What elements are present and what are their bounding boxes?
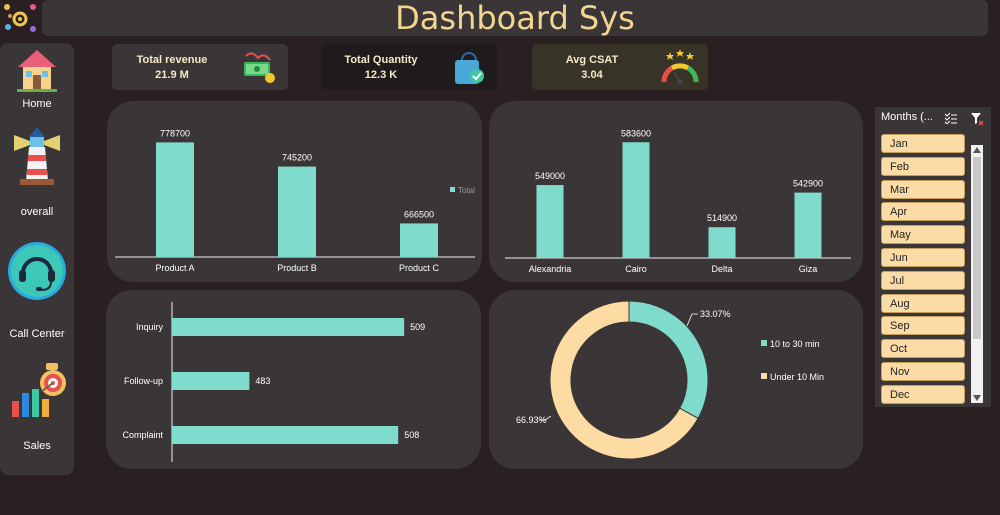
kpi-avg-csat: Avg CSAT 3.04 bbox=[532, 44, 708, 90]
call-reason-bar-chart: 509 Inquiry 483 Follow-up 508 Complaint bbox=[122, 302, 425, 462]
house-icon bbox=[17, 50, 57, 92]
data-label: 666500 bbox=[404, 209, 434, 219]
legend-swatch bbox=[761, 373, 767, 379]
nav-overall-label: overall bbox=[20, 206, 54, 218]
data-label: 583600 bbox=[621, 128, 651, 138]
leader-line bbox=[539, 415, 552, 421]
bar bbox=[400, 223, 438, 257]
x-tick-label: Product C bbox=[399, 263, 440, 273]
x-tick-label: Giza bbox=[799, 264, 818, 274]
kpi-label: Total Quantity bbox=[344, 54, 418, 66]
slicer-item-nov[interactable]: Nov bbox=[881, 362, 965, 381]
slicer-title: Months (... bbox=[881, 111, 933, 123]
scrollbar-thumb[interactable] bbox=[973, 157, 981, 339]
slicer-item-aug[interactable]: Aug bbox=[881, 293, 965, 313]
bar bbox=[708, 227, 736, 258]
donut-slice bbox=[549, 300, 699, 460]
legend-swatch bbox=[450, 187, 455, 192]
sidebar-nav: Home overall Call Center bbox=[0, 43, 74, 475]
slicer-item-jul[interactable]: Jul bbox=[881, 270, 965, 290]
y-tick-label: Inquiry bbox=[136, 322, 164, 332]
slicer-item-feb[interactable]: Feb bbox=[881, 156, 965, 176]
data-label: 745200 bbox=[282, 153, 312, 163]
call-duration-donut-chart: 33.07% 66.93% 10 to 30 min Under 10 Min bbox=[516, 300, 824, 460]
sales-target-icon bbox=[12, 363, 66, 417]
legend-swatch bbox=[761, 340, 767, 346]
nav-overall[interactable]: overall bbox=[0, 125, 74, 218]
x-tick-label: Delta bbox=[711, 264, 732, 274]
nav-home[interactable]: Home bbox=[0, 47, 74, 110]
x-tick-label: Product B bbox=[277, 263, 317, 273]
legend-label: Under 10 Min bbox=[770, 372, 824, 382]
bar bbox=[172, 318, 405, 336]
slicer-item-mar[interactable]: Mar bbox=[881, 179, 965, 199]
scroll-up-icon[interactable] bbox=[973, 147, 981, 153]
product-bar-chart: 778700 Product A 745200 Product B 666500 Prod… bbox=[115, 128, 475, 273]
lighthouse-icon bbox=[14, 127, 60, 185]
product-revenue-panel: 778700 Product A 745200 Product B 666500 Prod… bbox=[107, 101, 482, 282]
data-label: 514900 bbox=[707, 213, 737, 223]
shopping-bag-icon bbox=[455, 52, 484, 84]
x-tick-label: Cairo bbox=[625, 264, 647, 274]
legend-label: 10 to 30 min bbox=[770, 339, 820, 349]
nav-home-label: Home bbox=[22, 98, 52, 110]
data-label: 778700 bbox=[160, 128, 190, 138]
gauge-icon bbox=[661, 49, 699, 85]
title-bar: Dashboard Sys bbox=[42, 0, 988, 36]
data-label: 508 bbox=[404, 430, 419, 440]
scroll-down-icon[interactable] bbox=[973, 395, 981, 401]
headset-icon bbox=[8, 242, 66, 300]
bar bbox=[536, 185, 564, 258]
kpi-value: 21.9 M bbox=[155, 69, 189, 81]
city-bar-chart: 549000 Alexandria 583600 Cairo 514900 Delta 54… bbox=[505, 128, 851, 274]
slicer-scrollbar[interactable] bbox=[971, 145, 983, 403]
y-tick-label: Complaint bbox=[122, 430, 163, 440]
donut-slice bbox=[628, 300, 709, 420]
months-slicer: Months (... Jan Feb Mar Apr May Jun Jul Aug Sep O… bbox=[875, 107, 991, 407]
kpi-label: Total revenue bbox=[136, 54, 208, 66]
city-revenue-panel: 549000 Alexandria 583600 Cairo 514900 Delta 54… bbox=[489, 101, 863, 282]
y-tick-label: Follow-up bbox=[124, 376, 163, 386]
nav-call-center[interactable]: Call Center bbox=[0, 241, 74, 340]
slicer-item-jun[interactable]: Jun bbox=[881, 248, 965, 267]
data-label: 542900 bbox=[793, 179, 823, 189]
kpi-value: 3.04 bbox=[581, 69, 603, 81]
kpi-total-quantity: Total Quantity 12.3 K bbox=[321, 44, 497, 90]
dashboard-title: Dashboard Sys bbox=[395, 0, 635, 37]
app-logo-gears-icon bbox=[2, 3, 38, 35]
kpi-label: Avg CSAT bbox=[565, 54, 619, 66]
data-label: 549000 bbox=[535, 171, 565, 181]
multi-select-icon[interactable] bbox=[944, 112, 958, 124]
kpi-value: 12.3 K bbox=[364, 69, 398, 81]
nav-sales-label: Sales bbox=[23, 440, 51, 452]
data-label: 483 bbox=[255, 376, 270, 386]
bar bbox=[172, 426, 399, 444]
slicer-item-may[interactable]: May bbox=[881, 225, 965, 245]
nav-sales[interactable]: Sales bbox=[0, 361, 74, 452]
data-label: 33.07% bbox=[700, 309, 731, 319]
slicer-item-jan[interactable]: Jan bbox=[881, 134, 965, 153]
leader-line bbox=[686, 313, 698, 327]
bar bbox=[156, 142, 194, 257]
bar bbox=[278, 166, 316, 257]
slicer-item-oct[interactable]: Oct bbox=[881, 339, 965, 359]
legend-label: Total bbox=[458, 186, 475, 195]
bar bbox=[622, 142, 650, 258]
bar bbox=[794, 192, 822, 258]
clear-filter-icon[interactable] bbox=[970, 112, 984, 126]
call-reason-panel: 509 Inquiry 483 Follow-up 508 Complaint bbox=[106, 290, 481, 469]
nav-call-center-label: Call Center bbox=[9, 328, 65, 340]
slicer-item-apr[interactable]: Apr bbox=[881, 202, 965, 222]
money-icon bbox=[244, 52, 275, 83]
call-duration-panel: 33.07% 66.93% 10 to 30 min Under 10 Min bbox=[489, 290, 863, 469]
x-tick-label: Product A bbox=[155, 263, 194, 273]
data-label: 66.93% bbox=[516, 415, 547, 425]
slicer-item-dec[interactable]: Dec bbox=[881, 384, 965, 404]
bar bbox=[172, 372, 250, 390]
slicer-item-sep[interactable]: Sep bbox=[881, 316, 965, 336]
x-tick-label: Alexandria bbox=[529, 264, 572, 274]
data-label: 509 bbox=[410, 322, 425, 332]
kpi-total-revenue: Total revenue 21.9 M bbox=[112, 44, 288, 90]
